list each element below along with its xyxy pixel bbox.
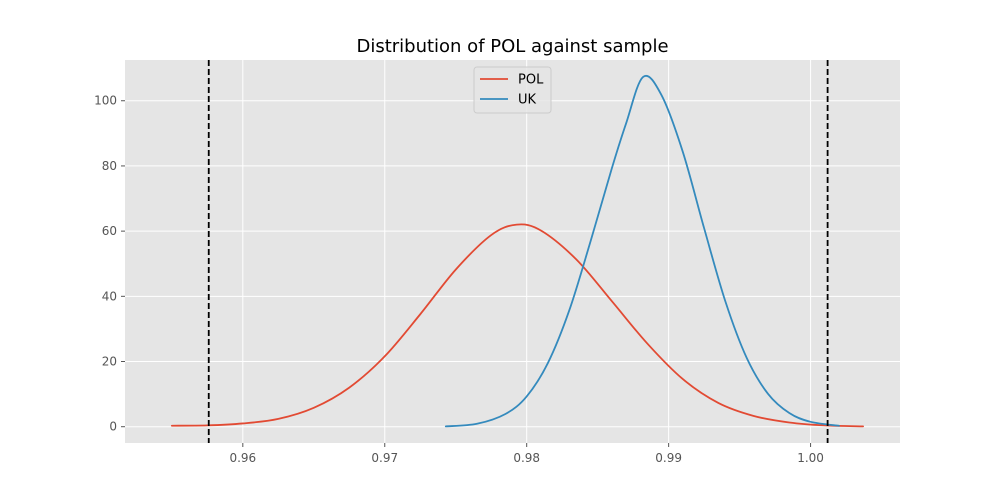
threshold-lines bbox=[207, 60, 829, 443]
series-line-uk bbox=[444, 74, 840, 428]
x-tick-label: 0.98 bbox=[513, 451, 540, 465]
y-tick-label: 100 bbox=[94, 94, 117, 108]
axis-ticks: 0.96 0.97 0.98 0.99 1.00 0 20 40 60 80 100 bbox=[94, 94, 824, 465]
y-tick-label: 40 bbox=[102, 289, 117, 303]
y-tick-label: 80 bbox=[102, 159, 117, 173]
x-tick-label: 0.97 bbox=[371, 451, 398, 465]
y-tick-label: 60 bbox=[102, 224, 117, 238]
legend: POL UK bbox=[473, 66, 552, 114]
plot-area bbox=[125, 60, 900, 443]
x-tick-label: 0.96 bbox=[229, 451, 256, 465]
legend-label-uk: UK bbox=[518, 93, 537, 108]
y-tick-label: 0 bbox=[109, 420, 117, 434]
x-tick-label: 1.00 bbox=[797, 451, 824, 465]
x-tick-label: 0.99 bbox=[655, 451, 682, 465]
chart-title: Distribution of POL against sample bbox=[356, 36, 668, 57]
series-lines bbox=[170, 74, 864, 428]
series-line-pol bbox=[170, 223, 864, 428]
legend-label-pol: POL bbox=[518, 73, 544, 88]
y-tick-label: 20 bbox=[102, 355, 117, 369]
